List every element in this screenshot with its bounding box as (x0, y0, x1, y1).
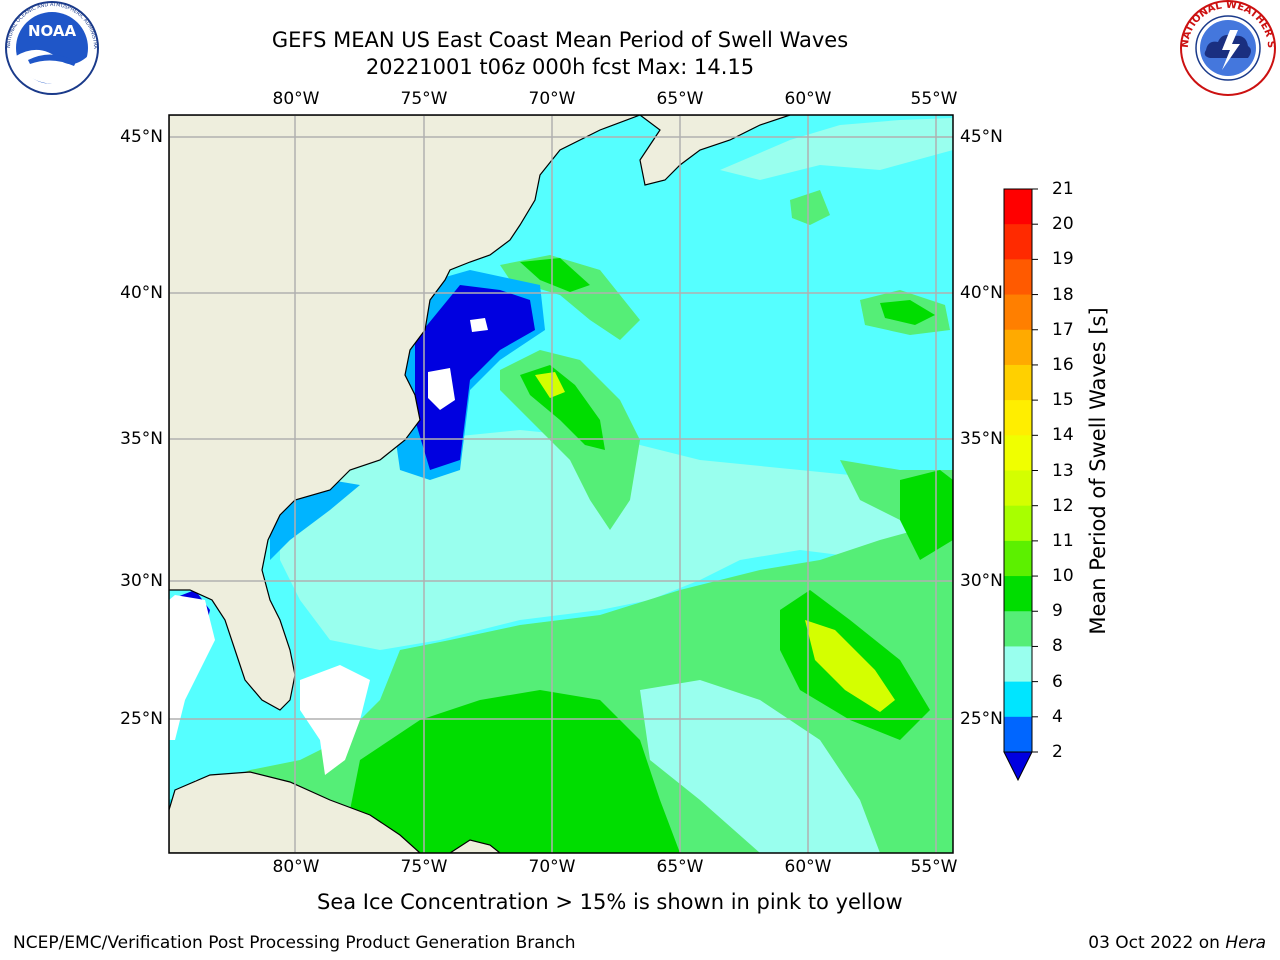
colorbar-tick-label: 9 (1052, 601, 1063, 622)
colorbar-swatch (1004, 576, 1032, 612)
swell-band-9s-south (640, 680, 880, 853)
land-nova-scotia (639, 115, 791, 186)
nws-logo-icon: NATIONAL WEATHER SERVICE (1176, 0, 1276, 96)
land-hispaniola (448, 839, 501, 853)
nodata-patch-2 (470, 318, 488, 332)
colorbar-tick-label: 6 (1052, 671, 1063, 692)
lat-label-left: 35°N (120, 429, 163, 449)
swell-band-2s-coast (415, 285, 535, 470)
colorbar-tick-label: 21 (1052, 179, 1074, 199)
colorbar-swatch (1004, 364, 1032, 401)
colorbar-tick-label: 16 (1052, 354, 1074, 375)
nodata-florida (169, 595, 215, 740)
colorbar-tick-label: 11 (1052, 530, 1074, 551)
lat-label-right: 40°N (960, 283, 1003, 303)
map-area (169, 115, 953, 853)
colorbar-swatch (1004, 646, 1032, 683)
swell-band-10s-north (500, 255, 640, 340)
lon-label-bottom: 65°W (656, 857, 704, 877)
lat-label-left: 45°N (120, 127, 163, 147)
colorbar-swatch (1004, 224, 1032, 260)
nodata-patch (428, 368, 455, 410)
colorbar-tick-label: 17 (1052, 319, 1074, 340)
footer-date: 03 Oct 2022 on Hera (1088, 933, 1266, 953)
colorbar-tick-label: 12 (1052, 495, 1074, 516)
swell-band-11s-right (900, 470, 953, 560)
colorbar-tick-label: 15 (1052, 390, 1074, 411)
colorbar-swatch (1004, 505, 1032, 542)
colorbar-swatch (1004, 611, 1032, 647)
swell-band-13s-gulfstream (535, 372, 565, 398)
lon-label-top: 60°W (784, 89, 832, 109)
swell-band-11s-north (520, 258, 590, 292)
colorbar-tick-label: 14 (1052, 425, 1074, 446)
colorbar-tick-label: 8 (1052, 636, 1063, 657)
lat-label-left: 30°N (120, 571, 163, 591)
colorbar-label: Mean Period of Swell Waves [s] (1086, 307, 1110, 635)
colorbar-tick-label: 20 (1052, 214, 1074, 235)
lat-label-right: 35°N (960, 429, 1003, 449)
lat-label-left: 40°N (120, 283, 163, 303)
chart-subtitle: 20221001 t06z 000h fcst Max: 14.15 (365, 55, 755, 79)
sea-ice-note: Sea Ice Concentration > 15% is shown in … (317, 890, 903, 914)
colorbar-swatch (1004, 540, 1032, 577)
colorbar-tick-label: 19 (1052, 249, 1074, 270)
colorbar-swatch (1004, 329, 1032, 366)
swell-band-10s-nova-scotia (790, 190, 830, 225)
lon-label-top: 65°W (656, 89, 704, 109)
lon-label-bottom: 55°W (910, 857, 958, 877)
swell-band-11s-ne (880, 300, 935, 325)
lon-label-top: 70°W (528, 89, 576, 109)
lon-label-top: 75°W (400, 89, 448, 109)
svg-text:NOAA: NOAA (28, 22, 77, 40)
colorbar-swatch (1004, 716, 1032, 753)
colorbar-swatch (1004, 189, 1032, 225)
lat-label-right: 30°N (960, 571, 1003, 591)
colorbar-tick-label: 10 (1052, 566, 1074, 587)
colorbar-swatch (1004, 470, 1032, 507)
colorbar-swatch (1004, 400, 1032, 436)
lon-label-bottom: 80°W (272, 857, 320, 877)
footer-credit: NCEP/EMC/Verification Post Processing Pr… (13, 933, 576, 953)
footer-host: Hera (1225, 933, 1266, 953)
swell-band-11s (350, 690, 680, 853)
colorbar-tick-label: 18 (1052, 284, 1074, 305)
graticule (169, 115, 953, 853)
lon-label-top: 55°W (910, 89, 958, 109)
colorbar-extend-arrow (1003, 751, 1033, 782)
land-north-america (169, 115, 641, 711)
swell-band-9s-ne (720, 118, 953, 180)
lat-label-left: 25°N (120, 709, 163, 729)
swell-band-13s (805, 620, 895, 712)
colorbar-swatch (1004, 259, 1032, 296)
lon-label-bottom: 75°W (400, 857, 448, 877)
lon-label-bottom: 60°W (784, 857, 832, 877)
lat-label-right: 25°N (960, 709, 1003, 729)
chart-title: GEFS MEAN US East Coast Mean Period of S… (271, 28, 849, 52)
footer-date-text: 03 Oct 2022 on (1088, 933, 1226, 953)
lon-label-bottom: 70°W (528, 857, 576, 877)
colorbar-swatch (1004, 435, 1032, 471)
map-frame (168, 114, 954, 854)
swell-band-11s-gulfstream (520, 365, 605, 450)
colorbar-swatch (1004, 294, 1032, 331)
swell-band-9s (280, 430, 953, 650)
colorbar-swatch (1004, 681, 1032, 718)
nodata-bahamas (300, 665, 370, 775)
lon-label-top: 80°W (272, 89, 320, 109)
colorbar-tick-label: 13 (1052, 460, 1074, 481)
colorbar (1003, 188, 1038, 782)
colorbar-tick-label: 2 (1052, 742, 1063, 762)
colorbar-tick-label: 4 (1052, 706, 1063, 727)
noaa-logo-icon: NOAA NATIONAL OCEANIC AND ATMOSPHERIC AD… (0, 0, 99, 95)
lat-label-right: 45°N (960, 127, 1003, 147)
